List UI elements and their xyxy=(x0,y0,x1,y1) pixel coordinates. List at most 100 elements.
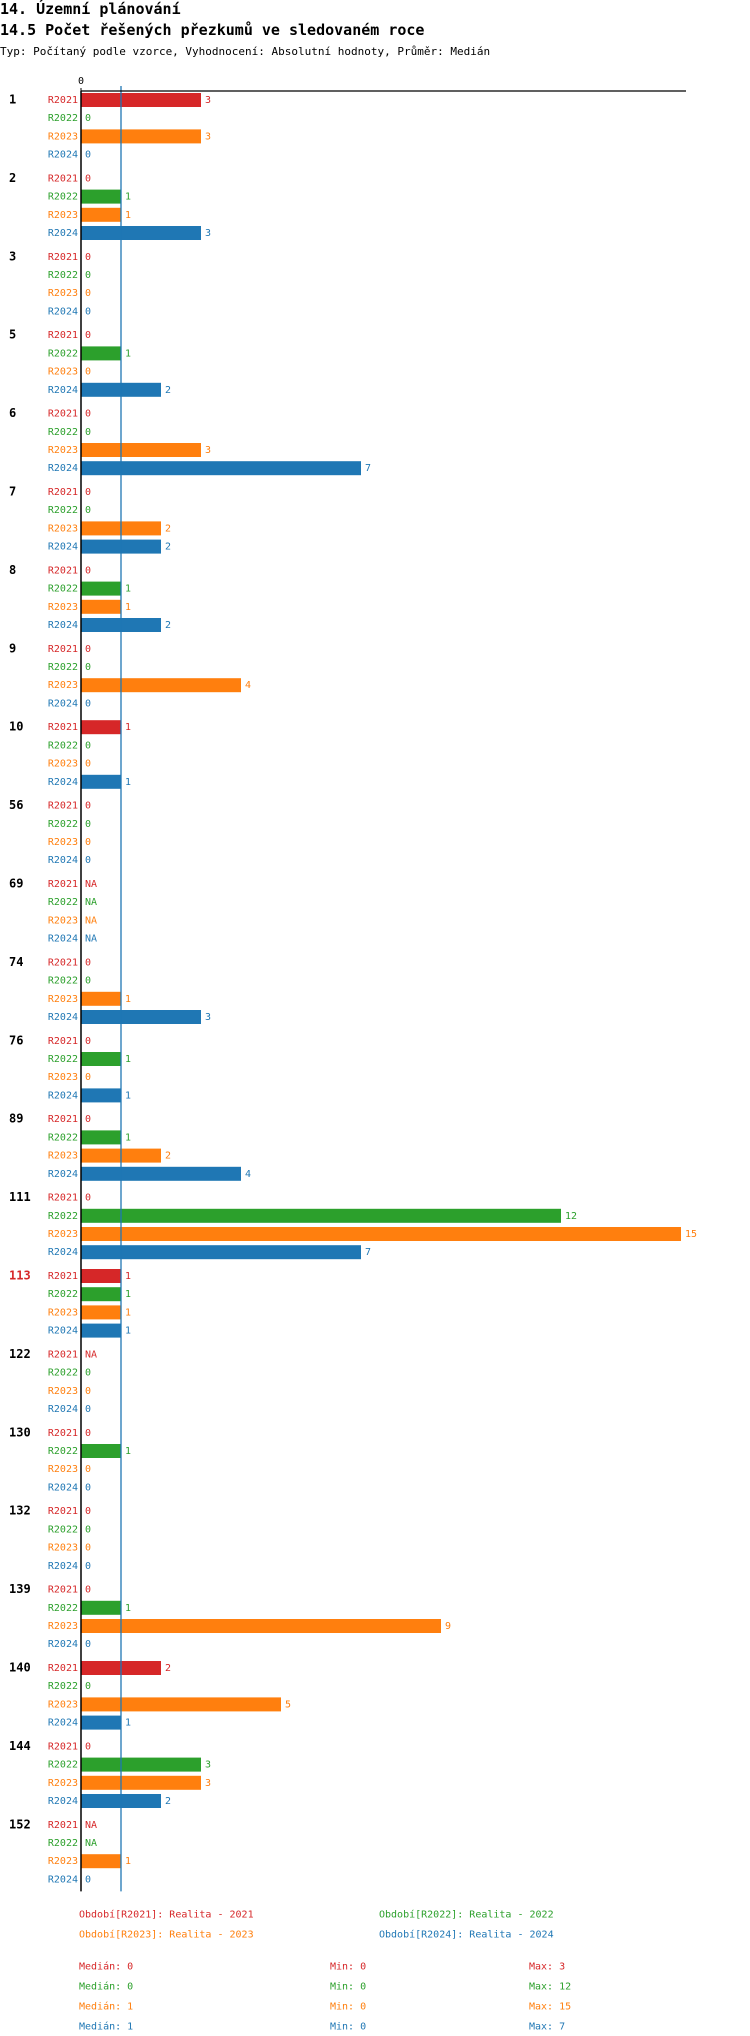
category-label: 56 xyxy=(9,798,23,812)
series-label: R2023 xyxy=(48,1856,78,1867)
bar xyxy=(81,1323,121,1338)
series-label: R2023 xyxy=(48,1464,78,1475)
value-label: 15 xyxy=(685,1229,697,1240)
series-label: R2021 xyxy=(48,565,78,576)
value-label: 4 xyxy=(245,1169,251,1180)
bar xyxy=(81,1227,681,1241)
value-label: 0 xyxy=(85,288,91,299)
category-label: 152 xyxy=(9,1817,31,1831)
bar xyxy=(81,1088,121,1103)
value-label: 1 xyxy=(125,1054,131,1065)
bar xyxy=(81,461,361,476)
series-label: R2024 xyxy=(48,1874,78,1885)
value-label: 0 xyxy=(85,1464,91,1475)
value-label: 7 xyxy=(365,463,371,474)
category-label: 5 xyxy=(9,328,16,342)
series-label: R2023 xyxy=(48,1621,78,1632)
category-label: 76 xyxy=(9,1033,23,1047)
series-label: R2023 xyxy=(48,1778,78,1789)
series-label: R2024 xyxy=(48,698,78,709)
value-label: 0 xyxy=(85,1681,91,1692)
series-label: R2024 xyxy=(48,1326,78,1337)
bar xyxy=(81,1052,121,1066)
series-label: R2021 xyxy=(48,409,78,420)
series-label: R2021 xyxy=(48,801,78,812)
series-label: R2023 xyxy=(48,210,78,221)
value-label: 0 xyxy=(85,819,91,830)
value-label: 0 xyxy=(85,505,91,516)
value-label: 0 xyxy=(85,1428,91,1439)
bar xyxy=(81,1757,201,1772)
value-label: 1 xyxy=(125,1090,131,1101)
series-label: R2023 xyxy=(48,602,78,613)
value-label: NA xyxy=(85,1838,97,1849)
value-label: 0 xyxy=(85,173,91,184)
category-label: 113 xyxy=(9,1269,31,1283)
value-label: 3 xyxy=(205,1760,211,1771)
series-label: R2024 xyxy=(48,463,78,474)
series-label: R2022 xyxy=(48,1681,78,1692)
chart-description: Typ: Počítaný podle vzorce, Vyhodnocení:… xyxy=(0,45,491,58)
category-label: 8 xyxy=(9,563,16,577)
value-label: 0 xyxy=(85,1482,91,1493)
series-label: R2024 xyxy=(48,1012,78,1023)
legend-entry: Období[R2022]: Realita - 2022 xyxy=(379,1908,554,1920)
value-label: 0 xyxy=(85,113,91,124)
series-label: R2023 xyxy=(48,288,78,299)
bar xyxy=(81,678,241,693)
category-label: 7 xyxy=(9,485,16,499)
value-label: 1 xyxy=(125,192,131,203)
series-label: R2021 xyxy=(48,487,78,498)
x-axis-tick-label: 0 xyxy=(78,76,84,87)
series-label: R2021 xyxy=(48,1271,78,1282)
series-label: R2022 xyxy=(48,1603,78,1614)
value-label: 1 xyxy=(125,1271,131,1282)
series-label: R2022 xyxy=(48,1524,78,1535)
category-label: 2 xyxy=(9,171,16,185)
value-label: 0 xyxy=(85,837,91,848)
bar xyxy=(81,207,121,222)
series-label: R2022 xyxy=(48,976,78,987)
series-label: R2022 xyxy=(48,1760,78,1771)
series-label: R2023 xyxy=(48,837,78,848)
bar xyxy=(81,991,121,1006)
stat-max: Max: 15 xyxy=(529,2001,571,2012)
series-label: R2024 xyxy=(48,620,78,631)
value-label: 0 xyxy=(85,1543,91,1554)
series-label: R2023 xyxy=(48,1151,78,1162)
value-label: 0 xyxy=(85,1072,91,1083)
series-label: R2024 xyxy=(48,855,78,866)
bar xyxy=(81,189,121,204)
legend-entry: Období[R2021]: Realita - 2021 xyxy=(79,1908,254,1920)
series-label: R2021 xyxy=(48,1428,78,1439)
stat-median: Medián: 1 xyxy=(79,2020,133,2032)
series-label: R2022 xyxy=(48,113,78,124)
value-label: NA xyxy=(85,879,97,890)
category-label: 1 xyxy=(9,93,16,107)
value-label: 2 xyxy=(165,1796,171,1807)
value-label: 12 xyxy=(565,1211,577,1222)
value-label: 2 xyxy=(165,385,171,396)
bar xyxy=(81,1775,201,1790)
value-label: 2 xyxy=(165,542,171,553)
value-label: 1 xyxy=(125,1856,131,1867)
series-label: R2023 xyxy=(48,131,78,142)
value-label: 0 xyxy=(85,1524,91,1535)
category-label: 6 xyxy=(9,406,16,420)
value-label: 3 xyxy=(205,131,211,142)
value-label: 0 xyxy=(85,1404,91,1415)
series-label: R2023 xyxy=(48,759,78,770)
value-label: 1 xyxy=(125,1132,131,1143)
series-label: R2021 xyxy=(48,1820,78,1831)
value-label: 0 xyxy=(85,644,91,655)
value-label: NA xyxy=(85,915,97,926)
series-label: R2024 xyxy=(48,777,78,788)
series-label: R2021 xyxy=(48,1506,78,1517)
series-label: R2024 xyxy=(48,1718,78,1729)
series-label: R2022 xyxy=(48,897,78,908)
series-label: R2022 xyxy=(48,1838,78,1849)
series-label: R2022 xyxy=(48,1289,78,1300)
value-label: 9 xyxy=(445,1621,451,1632)
series-label: R2021 xyxy=(48,879,78,890)
value-label: 1 xyxy=(125,1307,131,1318)
